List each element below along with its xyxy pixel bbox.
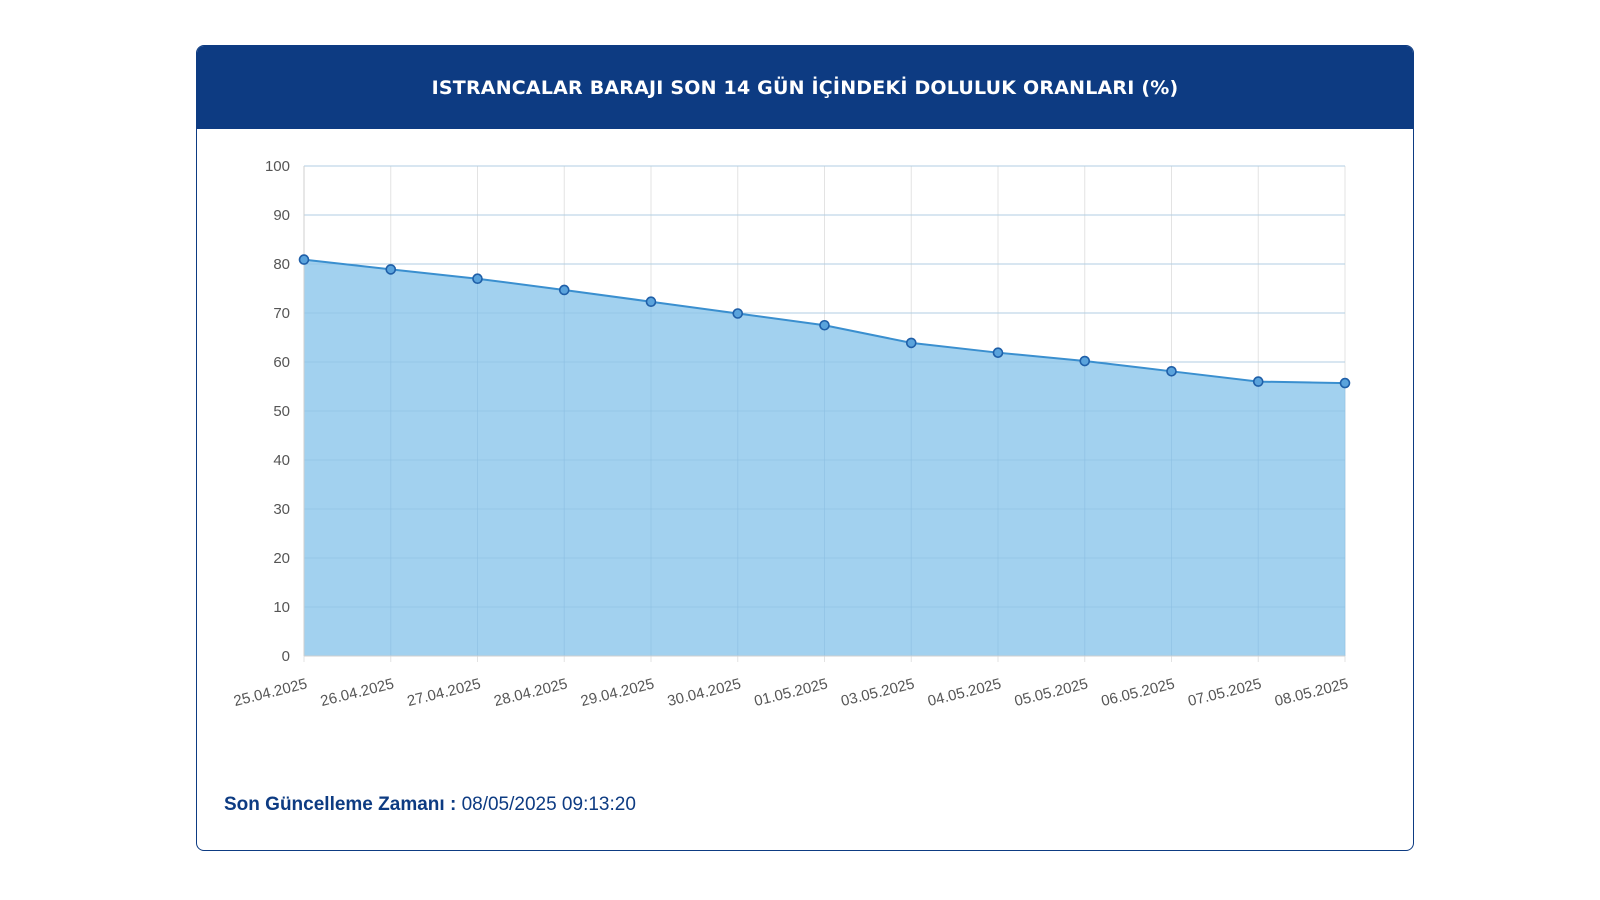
data-point <box>298 254 310 265</box>
x-tick-label: 03.05.2025 <box>839 675 916 710</box>
y-tick-label: 30 <box>273 501 290 518</box>
x-tick-label: 01.05.2025 <box>753 675 830 710</box>
data-point <box>732 308 744 319</box>
y-tick-label: 40 <box>273 452 290 469</box>
y-tick-label: 0 <box>282 648 290 665</box>
card-header: ISTRANCALAR BARAJI SON 14 GÜN İÇİNDEKİ D… <box>197 46 1413 129</box>
y-tick-label: 50 <box>273 403 290 420</box>
x-tick-label: 27.04.2025 <box>406 675 483 710</box>
x-tick-label: 04.05.2025 <box>926 675 1003 710</box>
data-point <box>645 296 657 308</box>
y-tick-label: 60 <box>273 354 290 371</box>
y-tick-label: 70 <box>273 305 290 322</box>
data-point <box>1079 355 1091 367</box>
data-point <box>1252 376 1264 387</box>
y-tick-label: 10 <box>273 599 290 616</box>
data-point <box>905 337 917 349</box>
data-point <box>992 347 1004 358</box>
data-point <box>819 319 830 331</box>
data-point <box>558 284 570 296</box>
x-tick-label: 30.04.2025 <box>666 675 743 710</box>
y-tick-label: 90 <box>273 207 290 224</box>
y-tick-label: 100 <box>265 158 290 175</box>
x-tick-label: 08.05.2025 <box>1273 675 1350 710</box>
x-tick-label: 28.04.2025 <box>492 675 569 710</box>
y-tick-label: 80 <box>273 256 290 273</box>
x-tick-label: 07.05.2025 <box>1186 675 1263 710</box>
x-tick-label: 26.04.2025 <box>319 675 396 710</box>
last-update-label: Son Güncelleme Zamanı : <box>224 794 457 815</box>
x-tick-label: 25.04.2025 <box>232 675 309 710</box>
x-tick-label: 06.05.2025 <box>1100 675 1177 710</box>
data-point <box>472 273 483 284</box>
data-point <box>1166 366 1177 377</box>
y-tick-label: 20 <box>273 550 290 567</box>
x-tick-label: 05.05.2025 <box>1013 675 1090 710</box>
x-tick-label: 29.04.2025 <box>579 675 656 710</box>
data-point <box>385 264 397 275</box>
last-update-value: 08/05/2025 09:13:20 <box>461 794 636 815</box>
data-point <box>1339 377 1351 389</box>
last-update: Son Güncelleme Zamanı : 08/05/2025 09:13… <box>224 794 636 816</box>
chart-title: ISTRANCALAR BARAJI SON 14 GÜN İÇİNDEKİ D… <box>431 76 1179 99</box>
fill-rate-chart: 0 10 20 30 40 50 60 70 80 90 100 25.04.2025 26.04.20… <box>232 158 1351 710</box>
chart-card: ISTRANCALAR BARAJI SON 14 GÜN İÇİNDEKİ D… <box>196 45 1414 851</box>
